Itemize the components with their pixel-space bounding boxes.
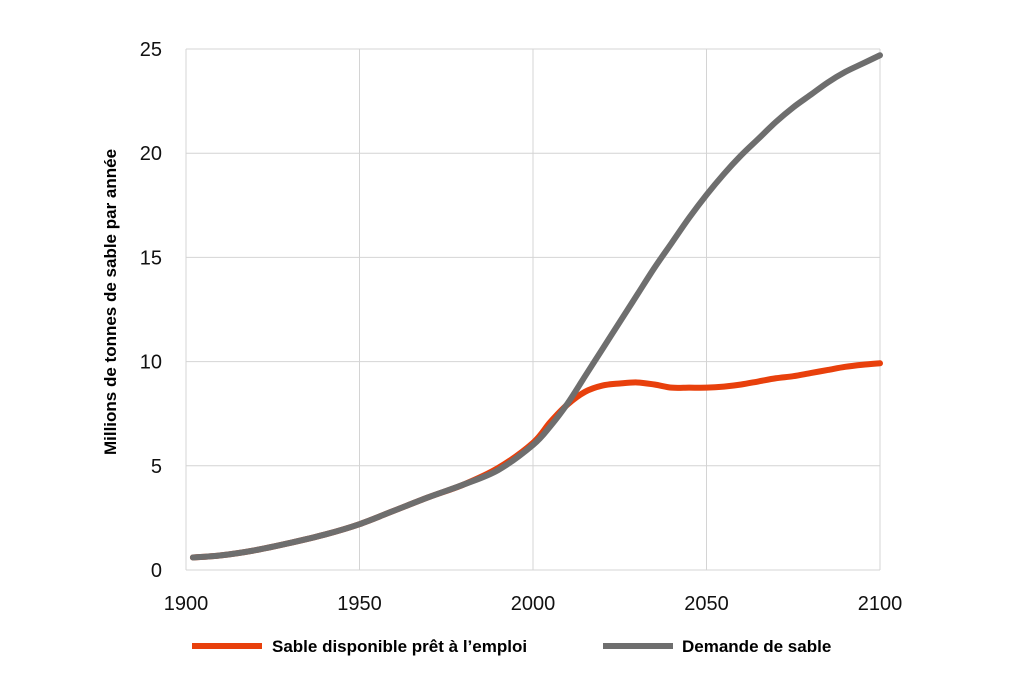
y-tick-label: 15 xyxy=(140,247,162,269)
y-tick-label: 0 xyxy=(151,560,162,582)
y-tick-label: 20 xyxy=(140,143,162,165)
series-line-sable-disponible xyxy=(189,360,883,561)
y-tick-label: 10 xyxy=(140,352,162,374)
x-tick-label: 1900 xyxy=(164,593,209,615)
grid xyxy=(185,48,881,571)
x-tick-label: 2050 xyxy=(684,593,729,615)
tick-labels: 0 5 10 15 20 25 1900 1950 2000 2050 2100 xyxy=(140,39,903,615)
x-tick-label: 2000 xyxy=(511,593,556,615)
x-tick-label: 1950 xyxy=(337,593,382,615)
legend: Sable disponible prêt à l’emploi Demande… xyxy=(192,637,831,656)
series-line-demande xyxy=(189,52,883,561)
series-lines xyxy=(189,52,883,561)
legend-label-demande: Demande de sable xyxy=(682,637,831,656)
y-tick-label: 25 xyxy=(140,39,162,61)
y-axis-title: Millions de tonnes de sable par année xyxy=(101,149,120,455)
x-tick-label: 2100 xyxy=(858,593,903,615)
y-tick-label: 5 xyxy=(151,456,162,478)
legend-label-sable-disponible: Sable disponible prêt à l’emploi xyxy=(272,637,527,656)
